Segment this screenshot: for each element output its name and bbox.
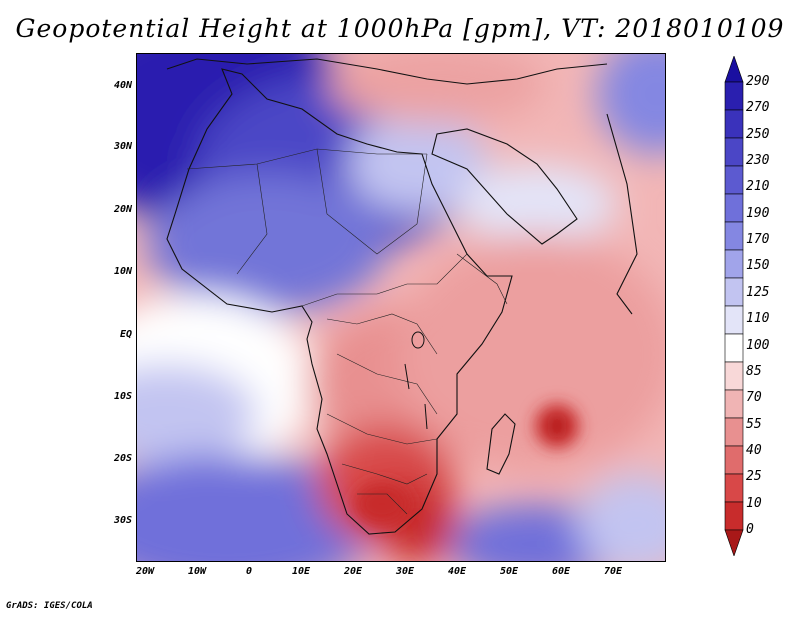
border-congo [336, 353, 438, 415]
colorbar-label: 210 [746, 179, 770, 195]
madagascar-coast [486, 413, 516, 475]
india-coast [606, 113, 638, 315]
lat-label-10n: 10N [113, 266, 132, 277]
high-south-atlantic [137, 454, 377, 561]
lon-label-30e: 30E [395, 566, 415, 577]
colorbar-label: 0 [746, 522, 754, 537]
low-mediterranean [327, 54, 547, 124]
credit-text: GrADS: IGES/COLA [6, 601, 93, 611]
colorbar-swatch [724, 277, 744, 307]
colorbar-label: 125 [746, 284, 770, 300]
colorbar-swatch [724, 501, 744, 531]
colorbar-swatch [724, 165, 744, 195]
low-indian-ocean [397, 234, 665, 474]
colorbar-arrow-top [724, 56, 744, 83]
lat-label-30s: 30S [113, 515, 132, 526]
lat-label-40n: 40N [113, 80, 132, 91]
lon-label-60e: 60E [551, 566, 571, 577]
border-sahel [301, 253, 468, 307]
colorbar-swatch [724, 109, 744, 139]
arabia-coast [431, 128, 578, 245]
lon-label-50e: 50E [499, 566, 519, 577]
lat-label-10s: 10S [113, 391, 132, 402]
colorbar-label: 100 [746, 337, 770, 353]
colorbar-label: 85 [746, 363, 762, 379]
lake-tanganyika [404, 363, 410, 390]
lat-label-20s: 20S [113, 453, 132, 464]
lat-label-20n: 20N [113, 204, 132, 215]
high-southeast [577, 474, 665, 561]
high-south-atlantic-north [137, 364, 257, 464]
colorbar-label: 40 [746, 442, 762, 458]
colorbar-label: 70 [746, 390, 762, 406]
lon-label-70e: 70E [603, 566, 623, 577]
colorbar-swatch [724, 389, 744, 419]
colorbar-arrow-bottom [724, 529, 744, 556]
border-namibia-botswana [341, 463, 428, 485]
colorbar-swatch [724, 445, 744, 475]
colorbar-label: 170 [746, 232, 770, 248]
neutral-egypt [347, 114, 487, 214]
lon-label-10w: 10W [187, 566, 207, 577]
lat-label-eq: EQ [119, 329, 132, 340]
colorbar-swatch [724, 81, 744, 111]
border-angola-zambia [326, 413, 438, 445]
high-west-africa [147, 174, 387, 314]
colorbar-label: 110 [746, 311, 770, 327]
geopotential-field [137, 54, 665, 561]
colorbar-swatch [724, 473, 744, 503]
colorbar-swatch [724, 249, 744, 279]
lake-victoria [411, 331, 425, 349]
colorbar-swatch [724, 305, 744, 335]
country-borders [186, 148, 508, 515]
coastlines [166, 58, 638, 535]
border-chad-sudan [316, 148, 428, 255]
low-mascarene-core [549, 418, 565, 434]
lakes [404, 331, 428, 430]
colorbar-swatch [724, 361, 744, 391]
colorbar-label: 190 [746, 205, 770, 221]
border-mali [236, 163, 268, 275]
colorbar-swatch [724, 333, 744, 363]
colorbar-label: 270 [746, 100, 770, 116]
colorbar-label: 55 [746, 416, 762, 432]
border-central [326, 313, 438, 355]
colorbar-label: 150 [746, 258, 770, 274]
border-south-africa [357, 493, 408, 515]
colorbar-swatch [724, 417, 744, 447]
lon-label-10e: 10E [291, 566, 311, 577]
border-horn [456, 253, 508, 305]
colorbar [724, 56, 744, 556]
colorbar-swatch [724, 221, 744, 251]
lake-malawi [424, 403, 428, 430]
colorbar-label: 230 [746, 153, 770, 169]
high-northeast [597, 54, 665, 154]
colorbar-label: 290 [746, 74, 770, 89]
chart-title: Geopotential Height at 1000hPa [gpm], VT… [15, 14, 785, 43]
lon-label-20w: 20W [135, 566, 155, 577]
neutral-arabia [457, 164, 617, 244]
lon-label-40e: 40E [447, 566, 467, 577]
lat-label-30n: 30N [113, 141, 132, 152]
low-south-africa-core [354, 482, 410, 526]
lon-label-20e: 20E [343, 566, 363, 577]
map-panel [136, 53, 666, 562]
colorbar-label: 25 [746, 469, 762, 485]
colorbar-swatch [724, 137, 744, 167]
mediterranean-coast [166, 58, 608, 85]
colorbar-swatch [724, 193, 744, 223]
colorbar-label: 10 [746, 495, 762, 511]
lon-label-0: 0 [245, 566, 253, 577]
colorbar-label: 250 [746, 126, 770, 142]
africa-coast [166, 68, 513, 535]
